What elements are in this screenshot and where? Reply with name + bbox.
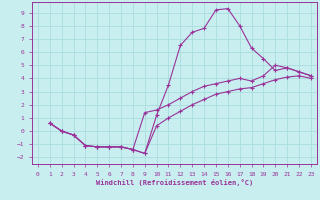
X-axis label: Windchill (Refroidissement éolien,°C): Windchill (Refroidissement éolien,°C) [96, 179, 253, 186]
